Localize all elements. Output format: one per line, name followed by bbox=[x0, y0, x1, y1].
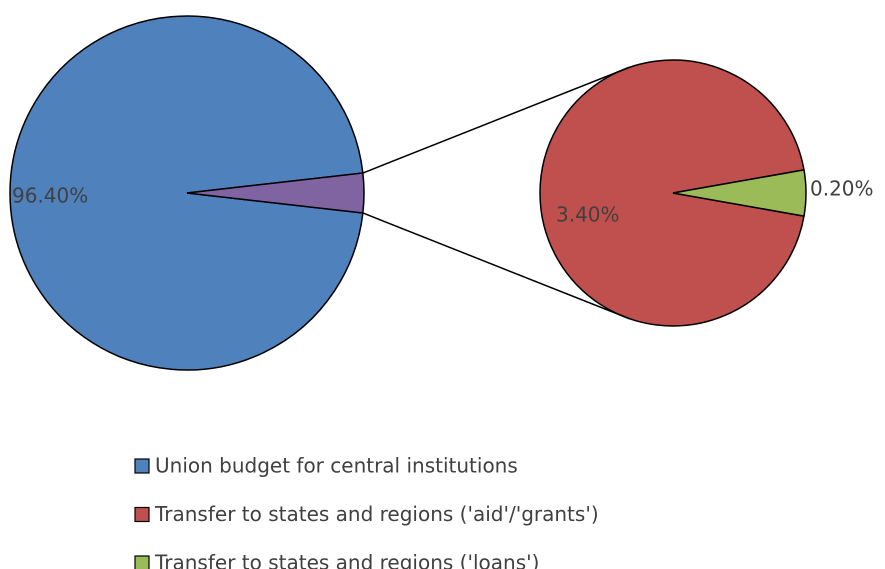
connector bbox=[362, 212, 630, 320]
pie-slice bbox=[9, 15, 364, 371]
legend-label: Transfer to states and regions ('loans') bbox=[154, 551, 539, 569]
legend-swatch bbox=[134, 458, 150, 474]
pie-slice bbox=[672, 169, 807, 217]
legend-swatch bbox=[134, 555, 150, 569]
legend-swatch bbox=[134, 506, 150, 523]
legend-label: Union budget for central institutions bbox=[155, 454, 518, 478]
pie-slice bbox=[539, 59, 805, 327]
pie-slice bbox=[186, 172, 365, 214]
connector bbox=[362, 66, 630, 174]
data-label: 0.20% bbox=[810, 177, 874, 201]
legend-label: Transfer to states and regions ('aid'/'g… bbox=[154, 502, 599, 526]
data-label: 3.40% bbox=[556, 203, 620, 227]
data-label: 96.40% bbox=[12, 184, 88, 208]
